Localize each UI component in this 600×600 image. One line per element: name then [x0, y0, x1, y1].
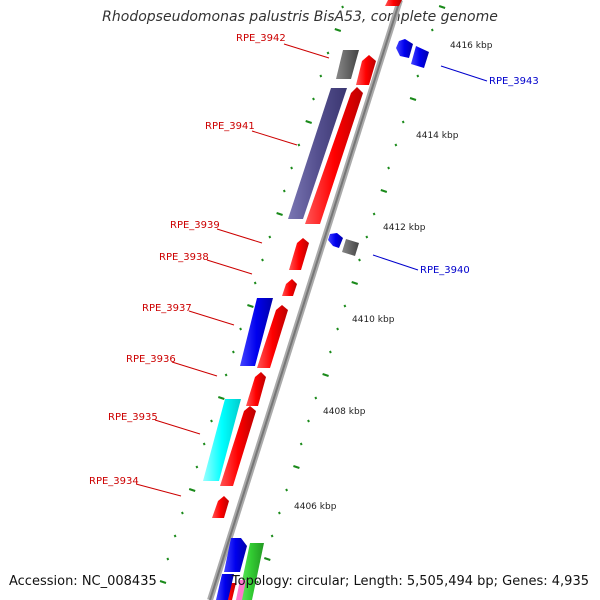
- gene-RPE_3935-cog: [203, 399, 241, 481]
- gene-RPE_3935: [220, 406, 256, 486]
- minor-tick: [365, 235, 369, 239]
- gene-RPE_3936: [246, 372, 266, 406]
- minor-tick: [394, 143, 398, 147]
- gene-label: RPE_3934: [89, 476, 139, 487]
- gene-RPE_3940: [328, 233, 343, 248]
- gene-RPE_3937: [257, 305, 288, 368]
- gene-pink-bottom: [236, 580, 246, 600]
- genome-summary: Topology: circular; Length: 5,505,494 bp…: [231, 574, 589, 589]
- kbp-scale: 4416 kbp 4414 kbp 4412 kbp 4410 kbp 4408…: [294, 41, 493, 512]
- gene-RPE_3934: [212, 496, 229, 518]
- minor-tick: [314, 396, 318, 400]
- gene-labels: RPE_3942 RPE_3941 RPE_3939 RPE_3938 RPE_…: [89, 33, 539, 497]
- minor-tick: [166, 557, 170, 561]
- minor-tick: [181, 511, 184, 515]
- minor-tick: [299, 442, 303, 446]
- gene-label: RPE_3939: [170, 220, 220, 231]
- minor-tick: [256, 580, 259, 584]
- gene-RPE_3943: [396, 39, 413, 58]
- minor-tick: [387, 166, 390, 170]
- gene-RPE_3943: [411, 46, 429, 68]
- minor-tick: [343, 304, 347, 308]
- kbp-label: 4412 kbp: [383, 223, 426, 233]
- minor-tick: [307, 419, 310, 423]
- gene-label: RPE_3935: [108, 412, 158, 423]
- minor-tick: [270, 534, 274, 538]
- kbp-label: 4414 kbp: [416, 131, 459, 141]
- minor-tick: [195, 465, 199, 469]
- gene-label: RPE_3936: [126, 354, 176, 365]
- minor-tick: [336, 327, 339, 331]
- gene-RPE_3942: [385, 0, 402, 6]
- minor-tick: [401, 120, 405, 124]
- kbp-label: 4410 kbp: [352, 315, 395, 325]
- major-tick: [217, 396, 225, 400]
- minor-tick: [372, 212, 376, 216]
- gene-RPE_3939: [289, 238, 309, 270]
- kbp-label: 4408 kbp: [323, 407, 366, 417]
- minor-tick: [290, 166, 293, 170]
- outer-tick-ring: [256, 5, 446, 584]
- minor-tick: [430, 28, 434, 32]
- major-tick: [351, 281, 359, 285]
- gene-label: RPE_3938: [159, 252, 209, 263]
- minor-tick: [224, 373, 228, 377]
- major-tick: [263, 557, 271, 561]
- minor-tick: [261, 258, 264, 262]
- minor-tick: [416, 74, 420, 78]
- minor-tick: [232, 350, 235, 354]
- minor-tick: [239, 327, 242, 331]
- major-tick: [322, 373, 329, 377]
- gene-blue-bottom: [224, 538, 247, 572]
- accession-label: Accession: NC_008435: [9, 574, 157, 589]
- gene-label: RPE_3937: [142, 303, 192, 314]
- major-tick: [380, 189, 388, 193]
- major-tick: [305, 120, 313, 124]
- minor-tick: [297, 143, 301, 147]
- gene-RPE_3942-cog: [336, 50, 359, 79]
- cog-features: [203, 50, 359, 600]
- gene-RPE_3940-cog: [342, 239, 359, 256]
- minor-tick: [202, 442, 206, 446]
- gene-RPE_3942: [356, 55, 376, 85]
- minor-tick: [319, 74, 323, 78]
- minor-tick: [312, 97, 315, 101]
- kbp-label: 4406 kbp: [294, 502, 337, 512]
- major-tick: [293, 465, 300, 469]
- gene-RPE_3941-cog: [288, 88, 347, 219]
- major-tick: [334, 28, 342, 32]
- gene-label: RPE_3941: [205, 121, 255, 132]
- genome-backbone: [207, 0, 403, 600]
- major-tick: [159, 580, 167, 584]
- gene-RPE_3937-cog: [240, 298, 273, 366]
- minor-tick: [210, 419, 213, 423]
- minor-tick: [285, 488, 288, 492]
- gene-RPE_3938: [282, 279, 297, 296]
- kbp-label: 4416 kbp: [450, 41, 493, 51]
- reverse-strand-genes: [328, 39, 429, 256]
- major-tick: [438, 5, 446, 9]
- forward-strand-genes: [212, 0, 402, 600]
- minor-tick: [268, 235, 272, 239]
- minor-tick: [358, 258, 361, 262]
- gene-RPE_3941: [305, 87, 363, 224]
- minor-tick: [173, 534, 177, 538]
- inner-tick-ring: [159, 5, 344, 584]
- major-tick: [247, 304, 254, 308]
- gene-blue-bottom-2: [216, 574, 234, 600]
- major-tick: [188, 488, 196, 492]
- minor-tick: [341, 5, 344, 9]
- minor-tick: [282, 189, 286, 193]
- minor-tick: [329, 350, 332, 354]
- minor-tick: [278, 511, 281, 515]
- gene-label: RPE_3943: [489, 76, 539, 87]
- minor-tick: [326, 51, 330, 55]
- major-tick: [276, 212, 283, 216]
- minor-tick: [253, 281, 257, 285]
- gene-label: RPE_3940: [420, 265, 470, 276]
- gene-label: RPE_3942: [236, 33, 286, 44]
- major-tick: [409, 97, 417, 101]
